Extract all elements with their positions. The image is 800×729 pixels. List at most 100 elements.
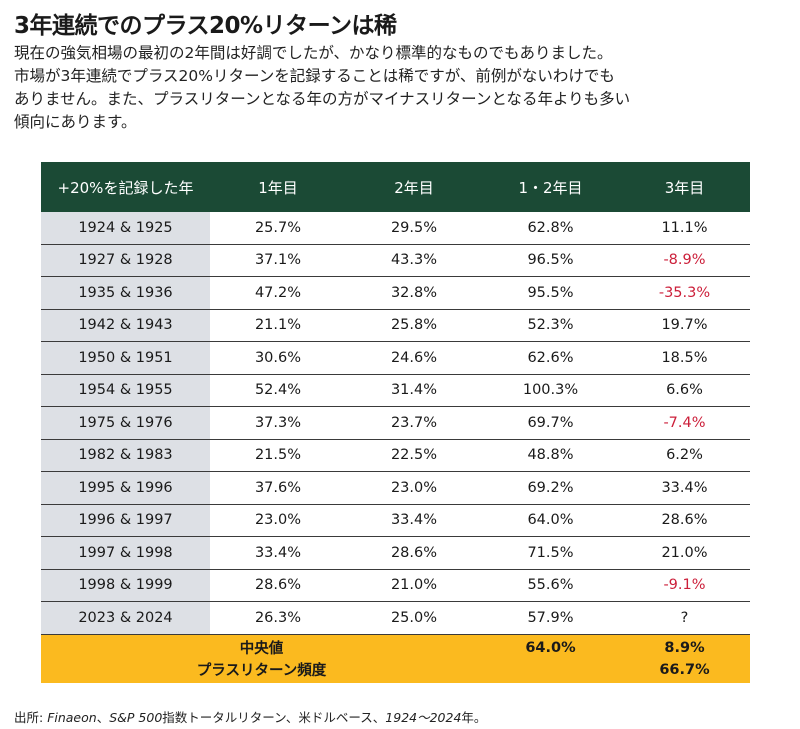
- column-header-year3: 3年目: [619, 162, 750, 212]
- source-index: S&P 500: [109, 710, 163, 725]
- cell-year3: -35.3%: [619, 276, 750, 310]
- cell-year3: -8.9%: [619, 244, 750, 277]
- cell-years: 1942 & 1943: [41, 309, 210, 342]
- cell-year1: 33.4%: [210, 536, 346, 570]
- cell-years: 1924 & 1925: [41, 212, 210, 245]
- cell-years: 1996 & 1997: [41, 504, 210, 537]
- median-row: 中央値 64.0% 8.9%: [41, 634, 750, 659]
- cell-year12: 57.9%: [482, 601, 619, 635]
- median-year3: 8.9%: [619, 634, 750, 659]
- source-finaeon: Finaeon: [47, 710, 97, 725]
- cell-years: 1950 & 1951: [41, 341, 210, 375]
- cell-year3: 28.6%: [619, 504, 750, 537]
- cell-year3: 11.1%: [619, 212, 750, 245]
- cell-years: 1998 & 1999: [41, 569, 210, 602]
- subtitle-line: ありません。また、プラスリターンとなる年の方がマイナスリターンとなる年よりも多い: [14, 90, 631, 108]
- source-period: 1924～2024: [385, 710, 462, 725]
- cell-year12: 69.7%: [482, 406, 619, 440]
- cell-year2: 28.6%: [346, 536, 482, 570]
- cell-year2: 32.8%: [346, 276, 482, 310]
- cell-year3: 21.0%: [619, 536, 750, 570]
- positive-frequency-year3: 66.7%: [619, 658, 750, 683]
- cell-year12: 48.8%: [482, 439, 619, 472]
- cell-year12: 62.8%: [482, 212, 619, 245]
- table-row: 1935 & 1936 47.2% 32.8% 95.5% -35.3%: [41, 276, 750, 310]
- table-row: 1950 & 1951 30.6% 24.6% 62.6% 18.5%: [41, 341, 750, 375]
- cell-year1: 26.3%: [210, 601, 346, 635]
- cell-year3: -7.4%: [619, 406, 750, 440]
- cell-year1: 23.0%: [210, 504, 346, 537]
- table-row: 2023 & 2024 26.3% 25.0% 57.9%?: [41, 601, 750, 635]
- cell-year3: 33.4%: [619, 471, 750, 505]
- cell-year1: 52.4%: [210, 374, 346, 407]
- cell-year12: 55.6%: [482, 569, 619, 602]
- cell-year1: 21.1%: [210, 309, 346, 342]
- table-row: 1924 & 1925 25.7% 29.5% 62.8% 11.1%: [41, 212, 750, 245]
- cell-year2: 22.5%: [346, 439, 482, 472]
- cell-year12: 62.6%: [482, 341, 619, 375]
- cell-years: 1954 & 1955: [41, 374, 210, 407]
- cell-year2: 31.4%: [346, 374, 482, 407]
- cell-year2: 29.5%: [346, 212, 482, 245]
- cell-year1: 37.1%: [210, 244, 346, 277]
- column-header-years: +20%を記録した年: [41, 162, 210, 212]
- cell-year1: 37.3%: [210, 406, 346, 440]
- cell-year2: 25.8%: [346, 309, 482, 342]
- source-label: 出所:: [14, 710, 48, 725]
- positive-frequency-blank: [482, 658, 619, 683]
- cell-year2: 23.0%: [346, 471, 482, 505]
- cell-year3: ?: [619, 601, 750, 635]
- table-row: 1998 & 1999 28.6% 21.0% 55.6% -9.1%: [41, 569, 750, 602]
- cell-year2: 23.7%: [346, 406, 482, 440]
- cell-year12: 100.3%: [482, 374, 619, 407]
- source-note: 出所: Finaeon、S&P 500指数トータルリターン、米ドルベース、192…: [14, 707, 486, 726]
- cell-year12: 95.5%: [482, 276, 619, 310]
- cell-year2: 33.4%: [346, 504, 482, 537]
- subtitle-line: 傾向にあります。: [14, 113, 137, 131]
- table-row: 1982 & 1983 21.5% 22.5% 48.8% 6.2%: [41, 439, 750, 472]
- cell-year3: 6.2%: [619, 439, 750, 472]
- cell-year1: 37.6%: [210, 471, 346, 505]
- subtitle-line: 現在の強気相場の最初の2年間は好調でしたが、かなり標準的なものでもありました。: [14, 44, 613, 62]
- table-row: 1975 & 1976 37.3% 23.7% 69.7% -7.4%: [41, 406, 750, 440]
- table-row: 1995 & 1996 37.6% 23.0% 69.2% 33.4%: [41, 471, 750, 505]
- cell-year2: 21.0%: [346, 569, 482, 602]
- cell-years: 1997 & 1998: [41, 536, 210, 570]
- table-row: 1927 & 1928 37.1% 43.3% 96.5% -8.9%: [41, 244, 750, 277]
- cell-year12: 69.2%: [482, 471, 619, 505]
- cell-year2: 43.3%: [346, 244, 482, 277]
- positive-frequency-label: プラスリターン頻度: [41, 658, 482, 683]
- table-header-row: +20%を記録した年 1年目 2年目 1・2年目 3年目: [41, 162, 750, 212]
- column-header-year1: 1年目: [210, 162, 346, 212]
- cell-year12: 96.5%: [482, 244, 619, 277]
- cell-year1: 30.6%: [210, 341, 346, 375]
- cell-year2: 24.6%: [346, 341, 482, 375]
- cell-years: 1995 & 1996: [41, 471, 210, 505]
- cell-year1: 21.5%: [210, 439, 346, 472]
- column-header-year2: 2年目: [346, 162, 482, 212]
- column-header-year12: 1・2年目: [482, 162, 619, 212]
- subtitle-paragraph: 現在の強気相場の最初の2年間は好調でしたが、かなり標準的なものでもありました。 …: [14, 42, 789, 134]
- median-label: 中央値: [41, 634, 482, 659]
- table-row: 1997 & 1998 33.4% 28.6% 71.5% 21.0%: [41, 536, 750, 570]
- cell-years: 1927 & 1928: [41, 244, 210, 277]
- table-row: 1996 & 1997 23.0% 33.4% 64.0% 28.6%: [41, 504, 750, 537]
- source-sep: 、: [96, 710, 110, 725]
- cell-year3: -9.1%: [619, 569, 750, 602]
- table-body: 1924 & 1925 25.7% 29.5% 62.8% 11.1% 1927 & 19…: [41, 212, 750, 635]
- subtitle-line: 市場が3年連続でプラス20%リターンを記録することは稀ですが、前例がないわけでも: [14, 67, 615, 85]
- cell-year1: 25.7%: [210, 212, 346, 245]
- source-end: 年。: [461, 710, 487, 725]
- cell-year1: 47.2%: [210, 276, 346, 310]
- cell-year3: 19.7%: [619, 309, 750, 342]
- cell-years: 1982 & 1983: [41, 439, 210, 472]
- cell-year12: 71.5%: [482, 536, 619, 570]
- median-year12: 64.0%: [482, 634, 619, 659]
- table-row: 1942 & 1943 21.1% 25.8% 52.3% 19.7%: [41, 309, 750, 342]
- positive-frequency-row: プラスリターン頻度 66.7%: [41, 658, 750, 683]
- cell-year1: 28.6%: [210, 569, 346, 602]
- table-row: 1954 & 1955 52.4% 31.4% 100.3% 6.6%: [41, 374, 750, 407]
- cell-years: 1935 & 1936: [41, 276, 210, 310]
- cell-year3: 6.6%: [619, 374, 750, 407]
- source-desc: 指数トータルリターン、米ドルベース、: [162, 710, 386, 725]
